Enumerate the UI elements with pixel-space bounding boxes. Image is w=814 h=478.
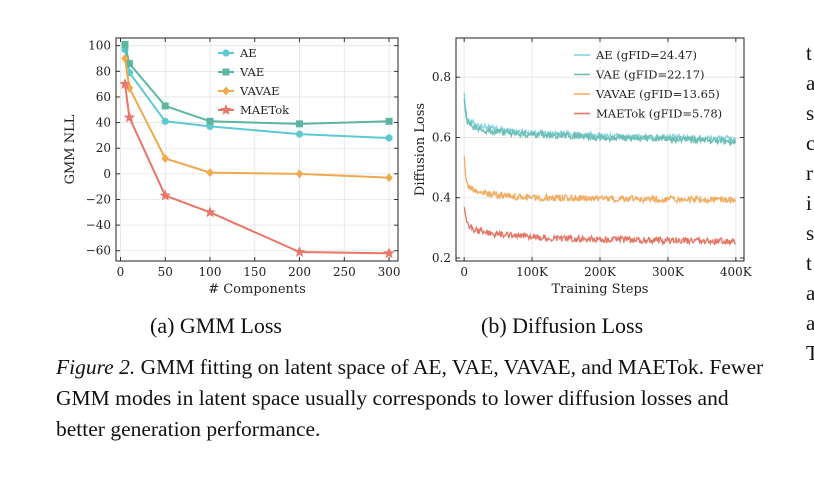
legend-label-1: VAE [239, 65, 264, 79]
data-point-0-4 [295, 130, 304, 138]
data-point-2-2 [161, 153, 170, 163]
subcaption-b: (b) Diffusion Loss [481, 313, 644, 338]
data-point-2-4 [295, 169, 304, 179]
legend-label-0: AE (gFID=24.47) [595, 48, 697, 62]
data-point-3-3 [204, 206, 216, 218]
legend-label-0: AE [239, 46, 257, 60]
series-line-1 [463, 98, 737, 147]
x-axis-label: Training Steps [552, 282, 649, 297]
series-line-0 [124, 49, 390, 139]
y-tick-label: −20 [86, 192, 111, 206]
data-point-1-0 [121, 40, 129, 48]
y-tick-label: 0 [103, 167, 111, 181]
x-tick-label: 100 [199, 265, 222, 279]
margin-letter: s [806, 221, 814, 245]
x-tick-label: 200 [288, 265, 311, 279]
data-point-1-2 [161, 102, 169, 110]
y-tick-label: 80 [96, 64, 111, 78]
data-point-2-5 [385, 173, 393, 183]
legend-marker-1 [222, 68, 230, 76]
series-line-3 [463, 206, 736, 247]
data-point-1-4 [296, 120, 304, 128]
x-tick-label: 100K [516, 265, 549, 279]
y-tick-label: 60 [96, 90, 111, 104]
y-tick-label: 20 [96, 141, 111, 155]
x-tick-label: 150 [243, 265, 266, 279]
x-tick-label: 200K [584, 265, 617, 279]
figure-label: Figure 2. [56, 355, 136, 379]
legend-label-3: MAETok (gFID=5.78) [596, 107, 722, 121]
data-point-2-0 [121, 54, 129, 64]
x-tick-label: 50 [158, 265, 173, 279]
y-tick-label: 0.4 [432, 191, 451, 205]
x-axis-label: # Components [208, 282, 306, 297]
margin-letter: a [806, 311, 814, 335]
margin-letter: i [806, 191, 812, 215]
data-point-1-1 [125, 60, 133, 68]
subcaption-a: (a) GMM Loss [150, 313, 282, 338]
series-line-3 [124, 83, 390, 255]
legend-marker-2 [222, 86, 230, 96]
y-tick-label: 0.2 [432, 251, 451, 265]
y-tick-label: −60 [86, 244, 111, 258]
margin-letter: a [806, 71, 814, 95]
caption-text: GMM fitting on latent space of AE, VAE, … [56, 355, 764, 441]
x-tick-label: 300 [378, 265, 401, 279]
margin-letter: t [806, 41, 812, 65]
y-tick-label: 40 [96, 116, 111, 130]
data-point-3-2 [159, 189, 171, 201]
y-axis-label: GMM NLL [63, 114, 78, 184]
data-point-0-5 [385, 134, 393, 142]
margin-letter: a [806, 281, 814, 305]
data-point-3-5 [383, 247, 395, 259]
margin-letter: t [806, 251, 812, 275]
legend-marker-0 [222, 49, 230, 57]
figure-caption: Figure 2. GMM fitting on latent space of… [56, 352, 766, 445]
x-tick-label: 0 [460, 265, 468, 279]
data-point-3-1 [123, 111, 136, 123]
y-tick-label: −40 [86, 218, 111, 232]
margin-letter: s [806, 101, 814, 125]
legend-marker-3 [220, 104, 232, 115]
margin-letter: c [806, 131, 814, 155]
data-point-1-5 [385, 117, 393, 125]
legend-label-1: VAE (gFID=22.17) [595, 68, 705, 82]
x-tick-label: 400K [720, 265, 753, 279]
x-tick-label: 0 [117, 265, 125, 279]
y-tick-label: 0.6 [432, 130, 451, 144]
data-point-3-4 [293, 246, 306, 257]
legend-label-2: VAVAE (gFID=13.65) [595, 87, 720, 101]
legend-label-3: MAETok [240, 103, 290, 117]
y-axis-label: Diffusion Loss [413, 103, 428, 196]
data-point-0-2 [161, 117, 169, 125]
y-tick-label: 100 [88, 39, 111, 53]
y-tick-label: 0.8 [432, 70, 451, 84]
data-point-2-3 [206, 168, 214, 178]
data-point-1-3 [206, 117, 214, 125]
x-tick-label: 300K [652, 265, 685, 279]
margin-letter: T [806, 341, 814, 365]
data-point-3-0 [119, 78, 131, 89]
series-line-2 [463, 155, 737, 206]
legend-label-2: VAVAE [239, 84, 279, 98]
margin-letter: r [806, 161, 813, 185]
plot-frame [115, 37, 399, 262]
x-tick-label: 250 [333, 265, 356, 279]
